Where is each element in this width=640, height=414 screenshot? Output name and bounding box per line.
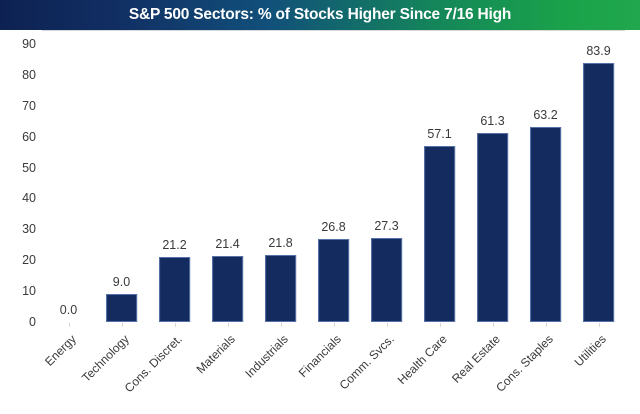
bar-value-label: 21.2	[162, 237, 187, 252]
y-axis-tick-label: 50	[22, 160, 36, 175]
x-axis-tick	[386, 323, 388, 327]
bar-group[interactable]: 21.4 Materials	[193, 30, 254, 414]
bar-rect[interactable]	[264, 254, 297, 322]
bar-rect[interactable]	[211, 255, 244, 322]
x-axis-tick	[492, 323, 494, 327]
bar-group[interactable]: 21.8 Industrials	[242, 30, 307, 414]
x-axis-tick	[68, 323, 70, 327]
y-axis-tick-label: 30	[22, 222, 36, 237]
y-axis-tick-label: 40	[22, 191, 36, 206]
bar-value-label: 27.3	[374, 218, 399, 233]
x-axis-tick	[121, 323, 123, 327]
bar-rect[interactable]	[370, 237, 403, 322]
bar-group[interactable]: 61.3 Real Estate	[449, 30, 519, 414]
bar-value-label: 26.8	[321, 220, 346, 235]
bars-layer: 0.0 Energy 9.0 Technology 21.2 Cons. Discret.…	[42, 30, 625, 414]
bar-group[interactable]: 83.9 Utilities	[571, 30, 625, 414]
y-axis-tick-label: 10	[22, 284, 36, 299]
bar-group[interactable]: 9.0 Technology	[79, 30, 148, 414]
bar-rect[interactable]	[423, 145, 456, 322]
x-axis-tick	[333, 323, 335, 327]
bar-value-label: 21.8	[268, 235, 293, 250]
bar-rect[interactable]	[582, 62, 615, 322]
x-axis-tick	[280, 323, 282, 327]
bar-rect[interactable]	[529, 126, 562, 322]
x-axis-tick	[174, 323, 176, 327]
bar-rect[interactable]	[476, 132, 509, 322]
bar-group[interactable]: 27.3 Comm. Svcs.	[336, 30, 413, 414]
bar-value-label: 21.4	[215, 236, 240, 251]
bar-value-label: 57.1	[427, 126, 452, 141]
y-axis-tick-label: 70	[22, 98, 36, 113]
bar-value-label: 9.0	[112, 275, 131, 290]
page-title: S&P 500 Sectors: % of Stocks Higher Sinc…	[128, 6, 512, 23]
x-axis-baseline	[42, 30, 625, 31]
bar-rect[interactable]	[317, 239, 350, 322]
y-axis-tick-label: 0	[29, 315, 36, 329]
bar-group[interactable]: 21.2 Cons. Discret.	[121, 30, 201, 414]
y-axis-tick-label: 90	[22, 37, 36, 51]
chart-title-banner: S&P 500 Sectors: % of Stocks Higher Sinc…	[0, 0, 640, 30]
bar-rect[interactable]	[105, 294, 138, 322]
plot-area: 90 80 70 60 50 40 30 20 10 0 0.0 Energy 9.0 Technolo…	[0, 30, 640, 414]
x-axis-tick	[545, 323, 547, 327]
x-axis-category-label: Utilities	[571, 332, 609, 370]
bar-rect[interactable]	[158, 256, 191, 322]
x-axis-tick	[598, 323, 600, 327]
x-axis-tick	[439, 323, 441, 327]
x-axis-category-label: Energy	[41, 332, 79, 369]
bar-group[interactable]: 57.1 Health Care	[394, 30, 466, 414]
bar-value-label: 83.9	[586, 43, 611, 58]
bar-group[interactable]: 0.0 Energy	[42, 30, 95, 414]
y-axis-tick-label: 20	[22, 253, 36, 268]
bar-value-label: 61.3	[480, 113, 505, 128]
bar-group[interactable]: 63.2 Cons. Staples	[493, 30, 572, 414]
x-axis-tick	[227, 323, 229, 327]
bar-value-label: 63.2	[533, 107, 558, 122]
bar-value-label: 0.0	[59, 303, 78, 317]
y-axis-tick-label: 60	[22, 129, 36, 144]
bar-group[interactable]: 26.8 Financials	[295, 30, 360, 414]
y-axis-tick-label: 80	[22, 67, 36, 82]
